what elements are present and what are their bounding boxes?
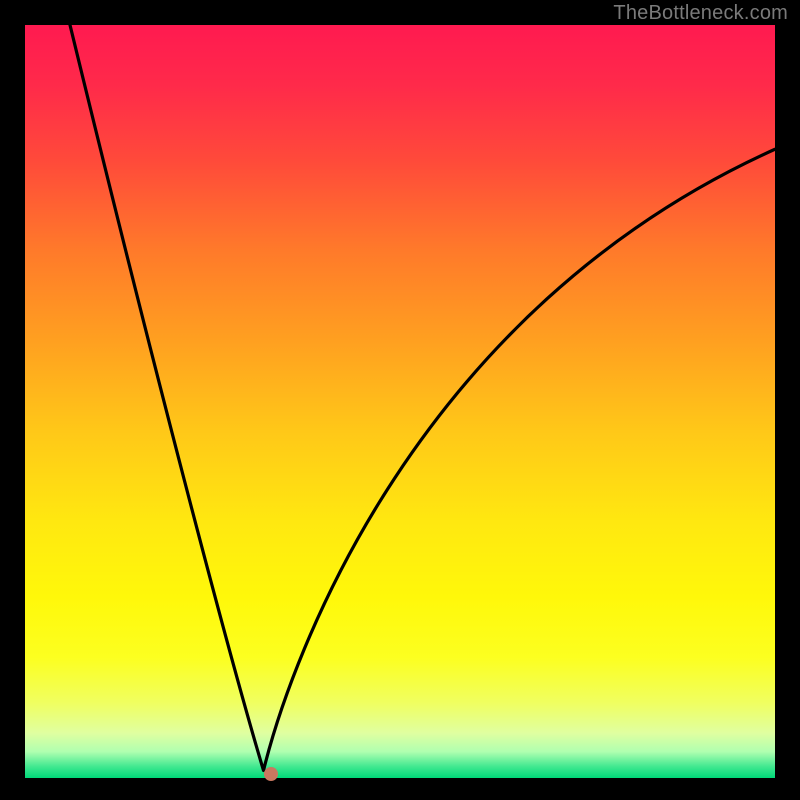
plot-area — [25, 25, 775, 778]
attribution-label: TheBottleneck.com — [613, 2, 788, 25]
chart-frame: TheBottleneck.com — [0, 0, 800, 800]
optimal-point-marker — [264, 767, 278, 781]
curve-path — [70, 25, 775, 770]
bottleneck-curve — [25, 25, 775, 778]
